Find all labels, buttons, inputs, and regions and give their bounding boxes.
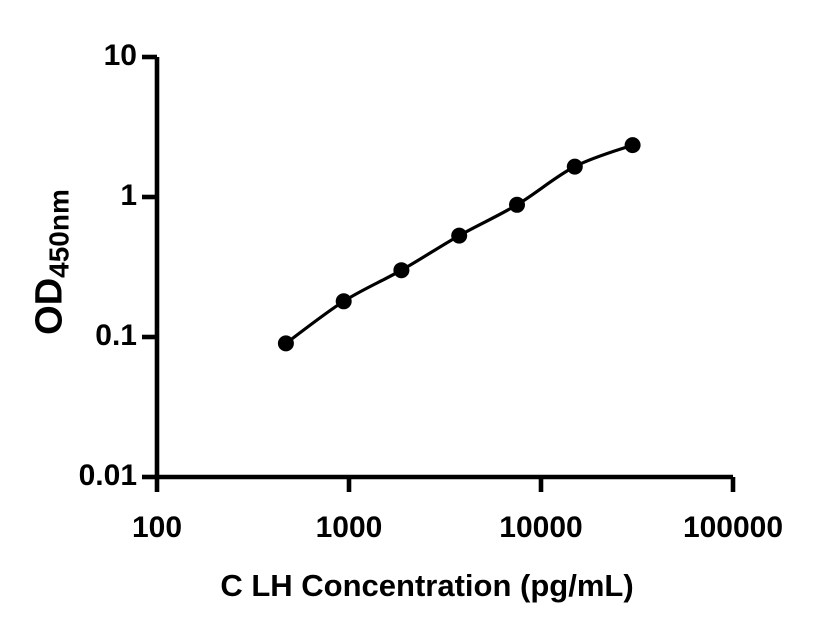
standard-curve-point-4	[451, 227, 468, 244]
standard-curve-point-5	[509, 196, 525, 213]
y-axis-title-subscript: 450nm	[43, 189, 75, 278]
standard-curve-point-7	[624, 137, 641, 154]
standard-curve-point-3	[393, 262, 410, 279]
y-axis-title-main: OD	[28, 277, 71, 335]
y-tick-label-1: 1	[120, 179, 137, 212]
y-tick-label-10: 10	[104, 39, 137, 72]
y-tick-label-0.1: 0.1	[95, 319, 137, 352]
standard-curve-point-6	[566, 158, 583, 175]
standard-curve-point-2	[335, 293, 352, 310]
y-axis-title: OD450nm	[28, 189, 75, 335]
x-tick-label-1000: 1000	[316, 511, 383, 544]
y-tick-label-0.01: 0.01	[79, 459, 137, 492]
x-axis-title: C LH Concentration (pg/mL)	[220, 568, 634, 603]
standard-curve-line	[284, 143, 634, 345]
x-tick-label-100000: 100000	[683, 511, 783, 544]
standard-curve-point-1	[277, 335, 294, 352]
x-tick-label-10000: 10000	[499, 511, 582, 544]
x-tick-label-100: 100	[132, 511, 182, 544]
